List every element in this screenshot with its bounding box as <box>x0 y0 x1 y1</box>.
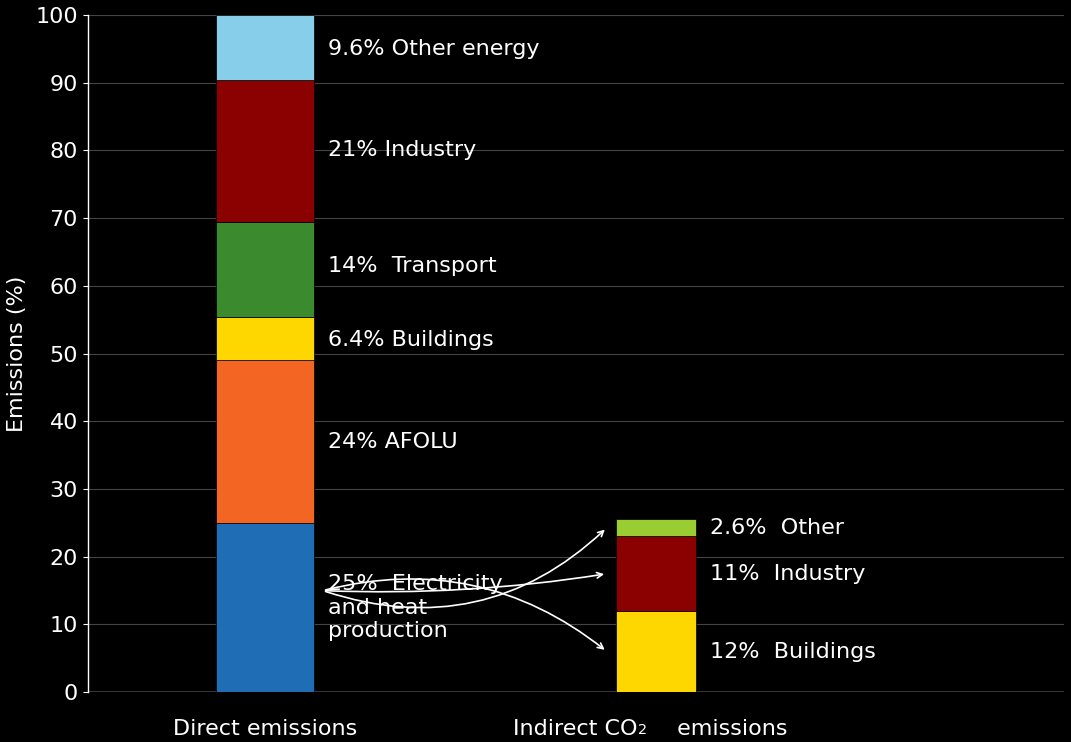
Text: 2.6%  Other: 2.6% Other <box>710 518 844 538</box>
Text: 24% AFOLU: 24% AFOLU <box>328 432 457 452</box>
Text: 12%  Buildings: 12% Buildings <box>710 642 876 662</box>
Text: 6.4% Buildings: 6.4% Buildings <box>328 330 494 350</box>
Text: Direct emissions: Direct emissions <box>174 719 358 739</box>
Bar <box>616 536 696 611</box>
Text: 9.6% Other energy: 9.6% Other energy <box>328 39 540 59</box>
Bar <box>216 80 314 222</box>
Bar <box>216 222 314 317</box>
Bar <box>216 361 314 523</box>
Text: Indirect CO: Indirect CO <box>513 719 638 739</box>
Text: 25%  Electricity
and heat
production: 25% Electricity and heat production <box>328 574 502 641</box>
Bar <box>216 523 314 692</box>
Text: 2: 2 <box>638 723 647 738</box>
Bar <box>616 519 696 536</box>
Text: 11%  Industry: 11% Industry <box>710 564 865 584</box>
Text: emissions: emissions <box>670 719 787 739</box>
Y-axis label: Emissions (%): Emissions (%) <box>6 275 27 432</box>
Bar <box>616 611 696 692</box>
Text: 21% Industry: 21% Industry <box>328 140 477 160</box>
Bar <box>216 317 314 361</box>
Bar <box>216 15 314 80</box>
Text: 14%  Transport: 14% Transport <box>328 255 497 275</box>
